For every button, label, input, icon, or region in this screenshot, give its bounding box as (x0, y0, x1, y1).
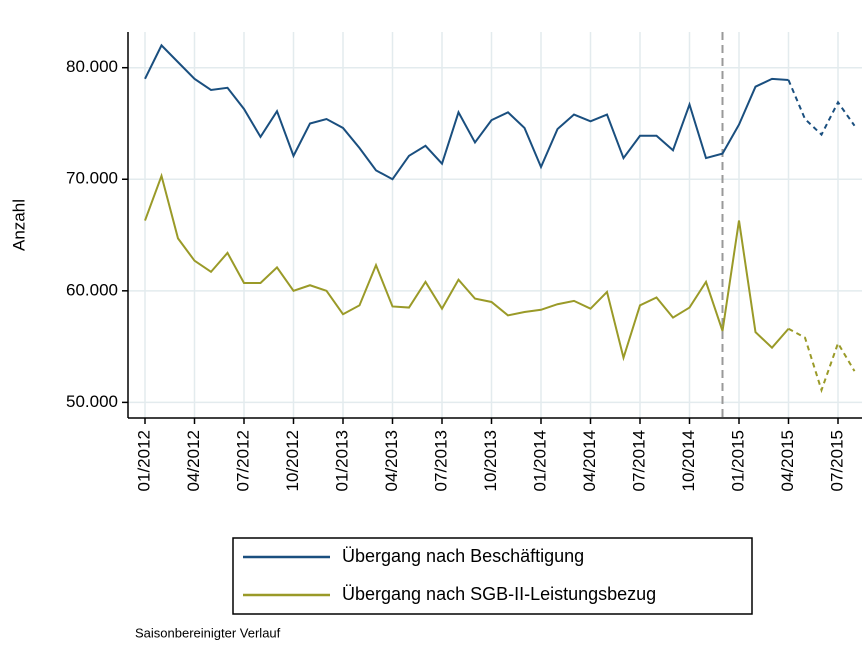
y-axis-label: Anzahl (9, 199, 28, 251)
x-tick-label: 07/2012 (233, 430, 252, 491)
x-tick-label: 07/2015 (827, 430, 846, 491)
x-tick-label: 01/2013 (332, 430, 351, 491)
legend-label: Übergang nach SGB-II-Leistungsbezug (342, 584, 656, 604)
x-tick-label: 10/2014 (679, 430, 698, 491)
x-tick-label: 04/2015 (778, 430, 797, 491)
y-tick-label: 60.000 (66, 280, 118, 299)
legend (232, 537, 753, 615)
x-tick-label: 01/2014 (530, 430, 549, 491)
series-line (788, 327, 856, 394)
x-tick-label: 04/2014 (580, 430, 599, 491)
series-line (787, 79, 856, 137)
x-tick-label: 10/2013 (481, 430, 500, 491)
y-tick-label: 50.000 (66, 392, 118, 411)
x-tick-label: 07/2014 (629, 430, 648, 491)
y-tick-label: 80.000 (66, 57, 118, 76)
y-tick-label: 70.000 (66, 169, 118, 188)
series-line (144, 43, 789, 181)
x-tick-label: 01/2012 (134, 430, 153, 491)
x-tick-label: 04/2013 (382, 430, 401, 491)
x-tick-label: 01/2015 (728, 430, 747, 491)
legend-label: Übergang nach Beschäftigung (342, 546, 584, 566)
x-tick-label: 10/2012 (283, 430, 302, 491)
note: Saisonbereinigter Verlauf (135, 625, 281, 640)
series-line (144, 172, 790, 362)
x-tick-label: 07/2013 (431, 430, 450, 491)
x-tick-label: 04/2012 (184, 430, 203, 491)
